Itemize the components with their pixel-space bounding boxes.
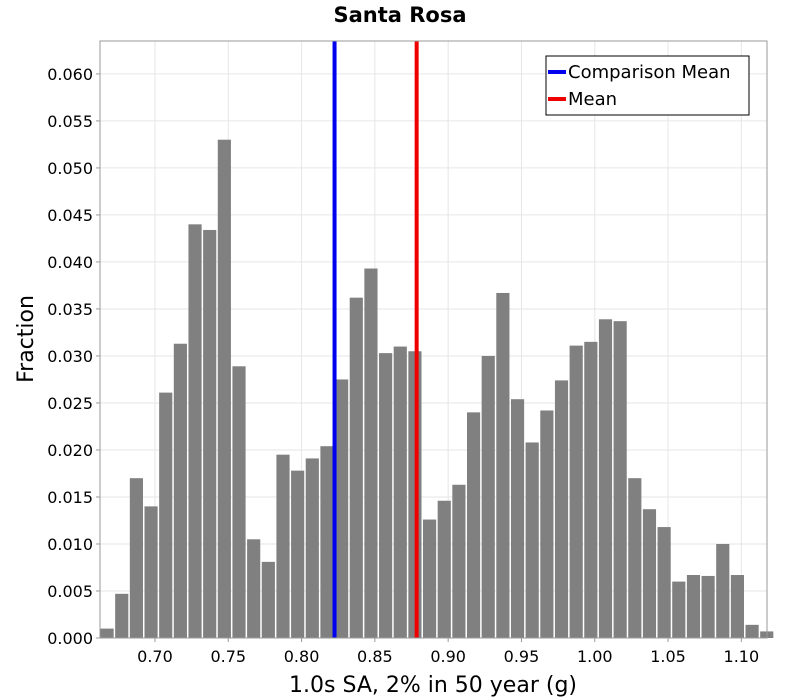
y-axis-ticks: 0.000 0.005 0.010 0.015 0.020 0.025 0.030 0.035… [47,65,100,648]
histogram-bar [115,593,129,638]
x-axis-ticks: 0.70 0.75 0.80 0.85 0.90 0.95 1.00 1.05 1.10 [137,638,759,666]
histogram-bar [452,484,466,638]
histogram-bar [466,412,481,638]
legend: Comparison Mean Mean [545,55,750,116]
y-tick-label: 0.010 [47,535,93,554]
y-tick-label: 0.045 [47,206,93,225]
histogram-bar [510,399,525,638]
histogram-bar [393,346,407,638]
histogram-bar [320,446,334,638]
histogram-bar [423,519,437,638]
x-tick-label: 0.80 [284,647,320,666]
histogram-bar [305,458,319,638]
histogram-bar [540,410,554,638]
y-tick-label: 0.005 [47,582,93,601]
chart-title: Santa Rosa [333,3,466,27]
histogram-bar [335,379,349,638]
histogram-bar [657,527,671,638]
histogram-bar [730,575,745,638]
y-tick-label: 0.000 [47,629,93,648]
histogram-bar [745,624,759,638]
legend-label: Mean [568,89,617,110]
histogram-bar [144,506,158,638]
x-tick-label: 0.85 [357,647,393,666]
legend-box [545,55,750,116]
x-tick-label: 1.05 [650,647,686,666]
histogram-bar [613,321,627,638]
histogram-bar [247,539,261,638]
y-axis-label: Fraction [14,295,39,383]
y-tick-label: 0.030 [47,347,93,366]
histogram-bar [642,509,657,638]
x-tick-label: 0.70 [137,647,173,666]
histogram-bar [261,561,275,638]
y-tick-label: 0.025 [47,394,93,413]
y-tick-label: 0.050 [47,159,93,178]
histogram-bar [496,292,510,638]
histogram-bar [598,319,613,638]
plot-area-border [99,40,768,639]
y-tick-label: 0.015 [47,488,93,507]
y-tick-label: 0.020 [47,441,93,460]
mean-lines [332,41,419,638]
histogram-bar [232,366,246,638]
histogram-bar [525,442,539,638]
histogram-bar [217,139,231,638]
histogram-bar [672,581,686,638]
histogram-bar [159,392,173,638]
histogram-bar [100,628,114,638]
histogram-bar [716,543,730,638]
y-tick-label: 0.055 [47,112,93,131]
histogram-bar [701,575,715,638]
histogram-bar [379,353,393,638]
y-tick-label: 0.035 [47,300,93,319]
x-tick-label: 1.10 [724,647,760,666]
histogram-bar [628,478,642,638]
histogram-bars [100,139,774,639]
histogram-bar [129,478,143,638]
x-tick-label: 0.75 [210,647,246,666]
y-tick-label: 0.060 [47,65,93,84]
histogram-bar [364,268,378,638]
x-tick-label: 0.90 [430,647,466,666]
histogram-bar [276,454,290,638]
x-tick-label: 1.00 [577,647,613,666]
histogram-bar [554,380,569,638]
y-tick-label: 0.040 [47,253,93,272]
histogram-bar [291,470,305,638]
histogram-bar [188,224,202,639]
x-tick-label: 0.95 [504,647,540,666]
histogram-bar [173,343,187,638]
histogram-bar [349,297,363,638]
x-axis-label: 1.0s SA, 2% in 50 year (g) [289,673,577,698]
histogram-bar [203,229,217,638]
histogram-bar [584,341,598,638]
histogram-bar [481,355,495,638]
histogram-bar [569,345,583,638]
histogram-bar [686,575,701,638]
legend-label: Comparison Mean [568,62,731,83]
histogram-bar [437,500,451,638]
